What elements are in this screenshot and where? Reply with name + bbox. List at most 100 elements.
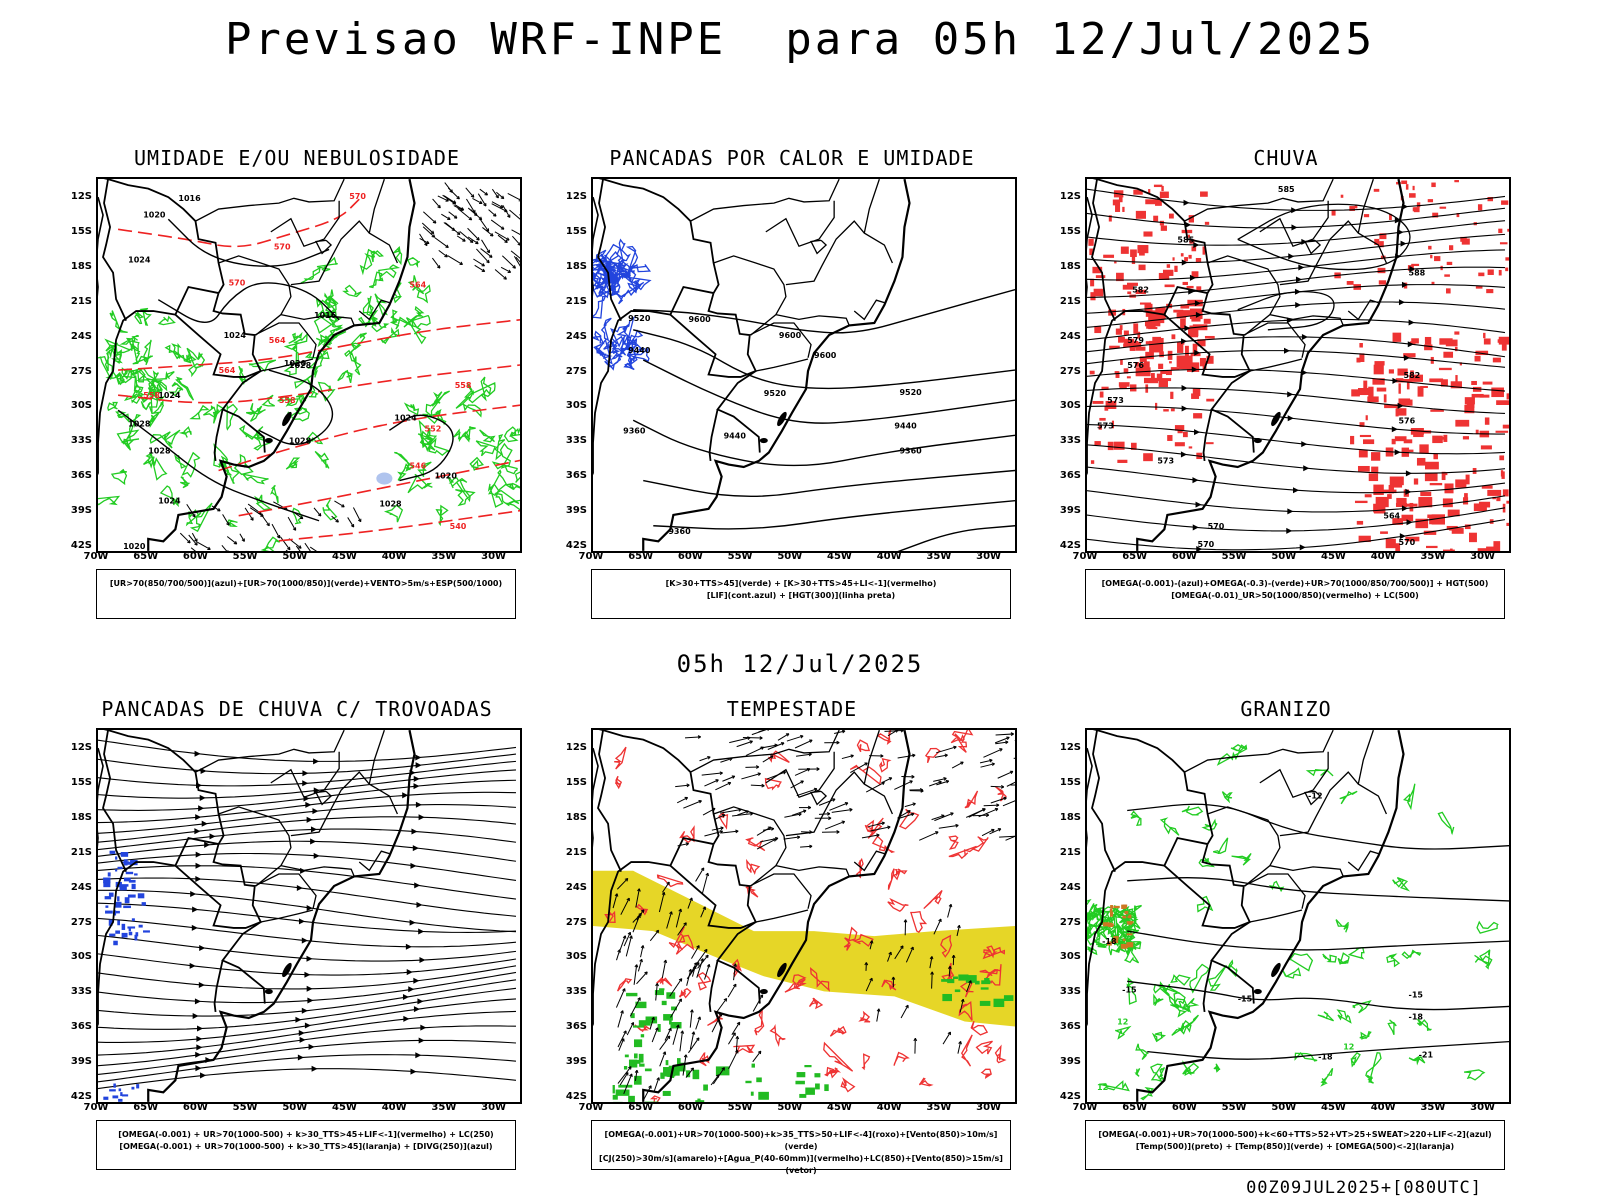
latitude-tick-label: 39S [70,1056,92,1068]
state-border [358,299,390,321]
longitude-tick-label: 55W [727,551,753,562]
contour-value-label: 570 [349,192,366,201]
latitude-tick-label: 18S [70,811,92,823]
divergence-blue [103,850,150,946]
longitude-tick-label: 65W [1122,551,1148,562]
latitude-tick-label: 24S [1059,881,1081,893]
state-border [863,730,880,785]
state-border [1259,200,1329,248]
latitude-tick-label: 24S [565,881,587,893]
lagoon [1253,438,1262,444]
state-border [1184,730,1334,773]
longitude-tick-label: 50W [1271,551,1297,562]
contour-value-label: 9360 [668,527,691,536]
contour-value-label: 1020 [284,359,307,368]
state-border [218,806,292,887]
temp500-isoline [1127,930,1509,951]
hgt300-isoline [897,525,1015,551]
contour-value-label: 1028 [289,436,312,445]
map-svg [593,730,1015,1102]
thickness-isoline [117,198,360,248]
state-border [690,730,840,773]
state-border [195,730,345,773]
latitude-tick-label: 15S [565,225,587,237]
coastline [642,179,911,551]
wind-vectors-850 [864,903,972,1054]
longitude-tick-label: 45W [1321,1102,1346,1113]
streamlines-lc250 [98,739,517,1090]
longitude-tick-label: 35W [1420,551,1446,562]
latitude-tick-label: 18S [565,260,587,272]
temp850-green [1099,959,1238,1101]
latitude-tick-label: 27S [70,916,92,928]
contour-value-label: -18 [1409,1012,1424,1021]
forecast-time-label: 05h 12/Jul/2025 [676,650,924,678]
contour-value-label: 570 [1398,538,1415,547]
contour-value-label: 9440 [894,421,917,430]
country-border [1087,861,1165,1027]
longitude-tick-label: 50W [282,1102,308,1113]
panel-title: CHUVA [1253,146,1319,170]
state-border [270,751,340,799]
latitude-tick-label: 21S [565,295,587,307]
contour-value-label: -15 [1409,990,1424,999]
wind-vectors [419,182,520,280]
coastline [1136,730,1405,1102]
latitude-tick-label: 12S [70,191,92,202]
latitude-tick-label: 21S [70,295,92,307]
contour-value-label: 582 [1404,371,1421,380]
latitude-tick-label: 24S [70,881,92,893]
longitude-tick-label: 60W [182,1102,208,1113]
country-border [716,370,761,453]
longitude-tick-label: 30W [976,551,1002,562]
country-border [102,179,127,321]
panel-legend: [OMEGA(-0.001)+UR>70(1000-500)+k>35_TTS>… [591,1120,1011,1175]
forecast-map: -15 -15 -18 -18 -15 -18 -21 -12 12 12 12 [1085,728,1511,1104]
hgt300-isoline [643,469,1015,498]
country-border [221,370,266,453]
latitude-tick-label: 36S [1059,1021,1081,1033]
map-svg: 585 585 588 582 582 579 576 576 573 573 570 570 564 5… [1087,179,1509,551]
state-border [755,909,809,923]
latitude-tick-label: 15S [70,225,92,237]
temp850-green [1282,920,1499,1087]
contour-value-label: 1020 [123,542,146,551]
longitude-tick-label: 55W [232,551,258,562]
state-border [853,850,885,872]
country-border [213,960,224,1013]
hgt300-isoline [633,288,1015,334]
latitude-tick-label: 21S [565,846,587,858]
latitude-tick-label: 39S [70,505,92,517]
state-border [1304,790,1322,806]
latitude-tick-label: 36S [70,1021,92,1033]
state-border [1249,358,1303,372]
legend-line: [OMEGA(-0.01)_UR>50(1000/850)(vermelho) … [1171,591,1419,600]
state-border [260,358,314,372]
contour-value-label: -18 [1318,1053,1333,1062]
latitude-tick-label: 27S [1059,365,1081,377]
panel-legend: [K>30+TTS>45](verde) + [K>30+TTS>45+LI<-… [591,569,1011,619]
longitude-tick-label: 35W [926,551,952,562]
longitude-tick-label: 50W [282,551,308,562]
legend-line: [K>30+TTS>45](verde) + [K>30+TTS>45+LI<-… [665,579,937,588]
country-border [593,861,671,1027]
contour-value-label: 564 [269,336,286,345]
lagoon [264,989,273,995]
contour-value-label: -12 [1308,791,1322,800]
state-border [280,314,355,326]
country-border [1202,960,1213,1013]
contour-value-label: 9440 [724,431,747,440]
state-border [810,239,828,255]
latitude-tick-label: 12S [565,742,587,753]
lagoon [759,438,768,444]
panel-title: PANCADAS DE CHUVA C/ TROVOADAS [101,697,493,721]
contour-value-label: 1028 [289,361,312,370]
state-border [1269,865,1344,877]
wind850-green [795,1065,829,1098]
contour-value-label: 1028 [379,500,402,509]
pacific-coastline [1087,747,1093,848]
latitude-tick-label: 24S [70,330,92,342]
latitude-tick-label: 21S [1059,846,1081,858]
state-border [749,873,812,909]
contour-value-label: 588 [1409,269,1426,278]
